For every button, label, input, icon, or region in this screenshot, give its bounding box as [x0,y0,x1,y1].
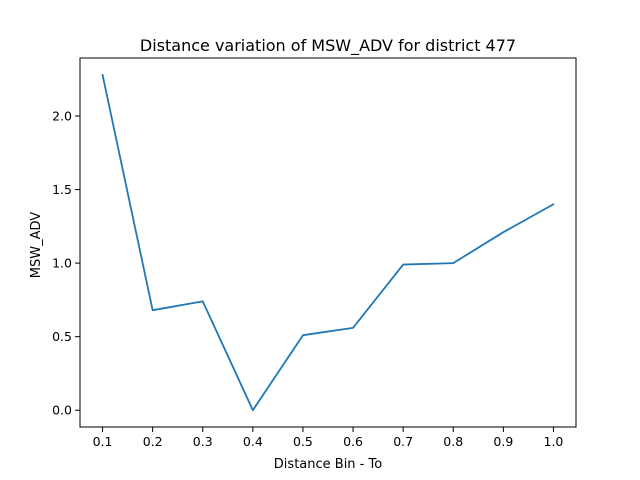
series-layer [101,73,555,412]
x-tick-label: 0.2 [143,434,163,449]
y-axis-label: MSW_ADV [29,212,44,278]
x-axis-ticks: 0.1 0.2 0.3 0.4 0.5 0.6 0.7 0.8 0.9 1.0 [93,427,564,449]
plot-frame [79,57,577,428]
y-tick-label: 0.0 [52,403,72,418]
x-tick-label: 0.1 [93,434,113,449]
y-tick-label: 2.0 [52,108,72,123]
y-tick-label: 0.5 [52,329,72,344]
y-tick-label: 1.0 [52,256,72,271]
x-tick-label: 0.9 [493,434,513,449]
x-tick-label: 0.6 [343,434,363,449]
series-line [101,73,555,412]
x-tick-label: 1.0 [544,434,564,449]
x-tick-label: 0.4 [243,434,263,449]
chart-title: Distance variation of MSW_ADV for distri… [140,36,516,56]
y-axis-ticks: 0.0 0.5 1.0 1.5 2.0 [52,108,80,418]
x-tick-label: 0.8 [443,434,463,449]
x-axis-label: Distance Bin - To [274,457,382,472]
plot-area [79,57,577,428]
y-tick-label: 1.5 [52,182,72,197]
x-tick-label: 0.3 [193,434,213,449]
x-tick-label: 0.7 [393,434,413,449]
x-tick-label: 0.5 [293,434,313,449]
